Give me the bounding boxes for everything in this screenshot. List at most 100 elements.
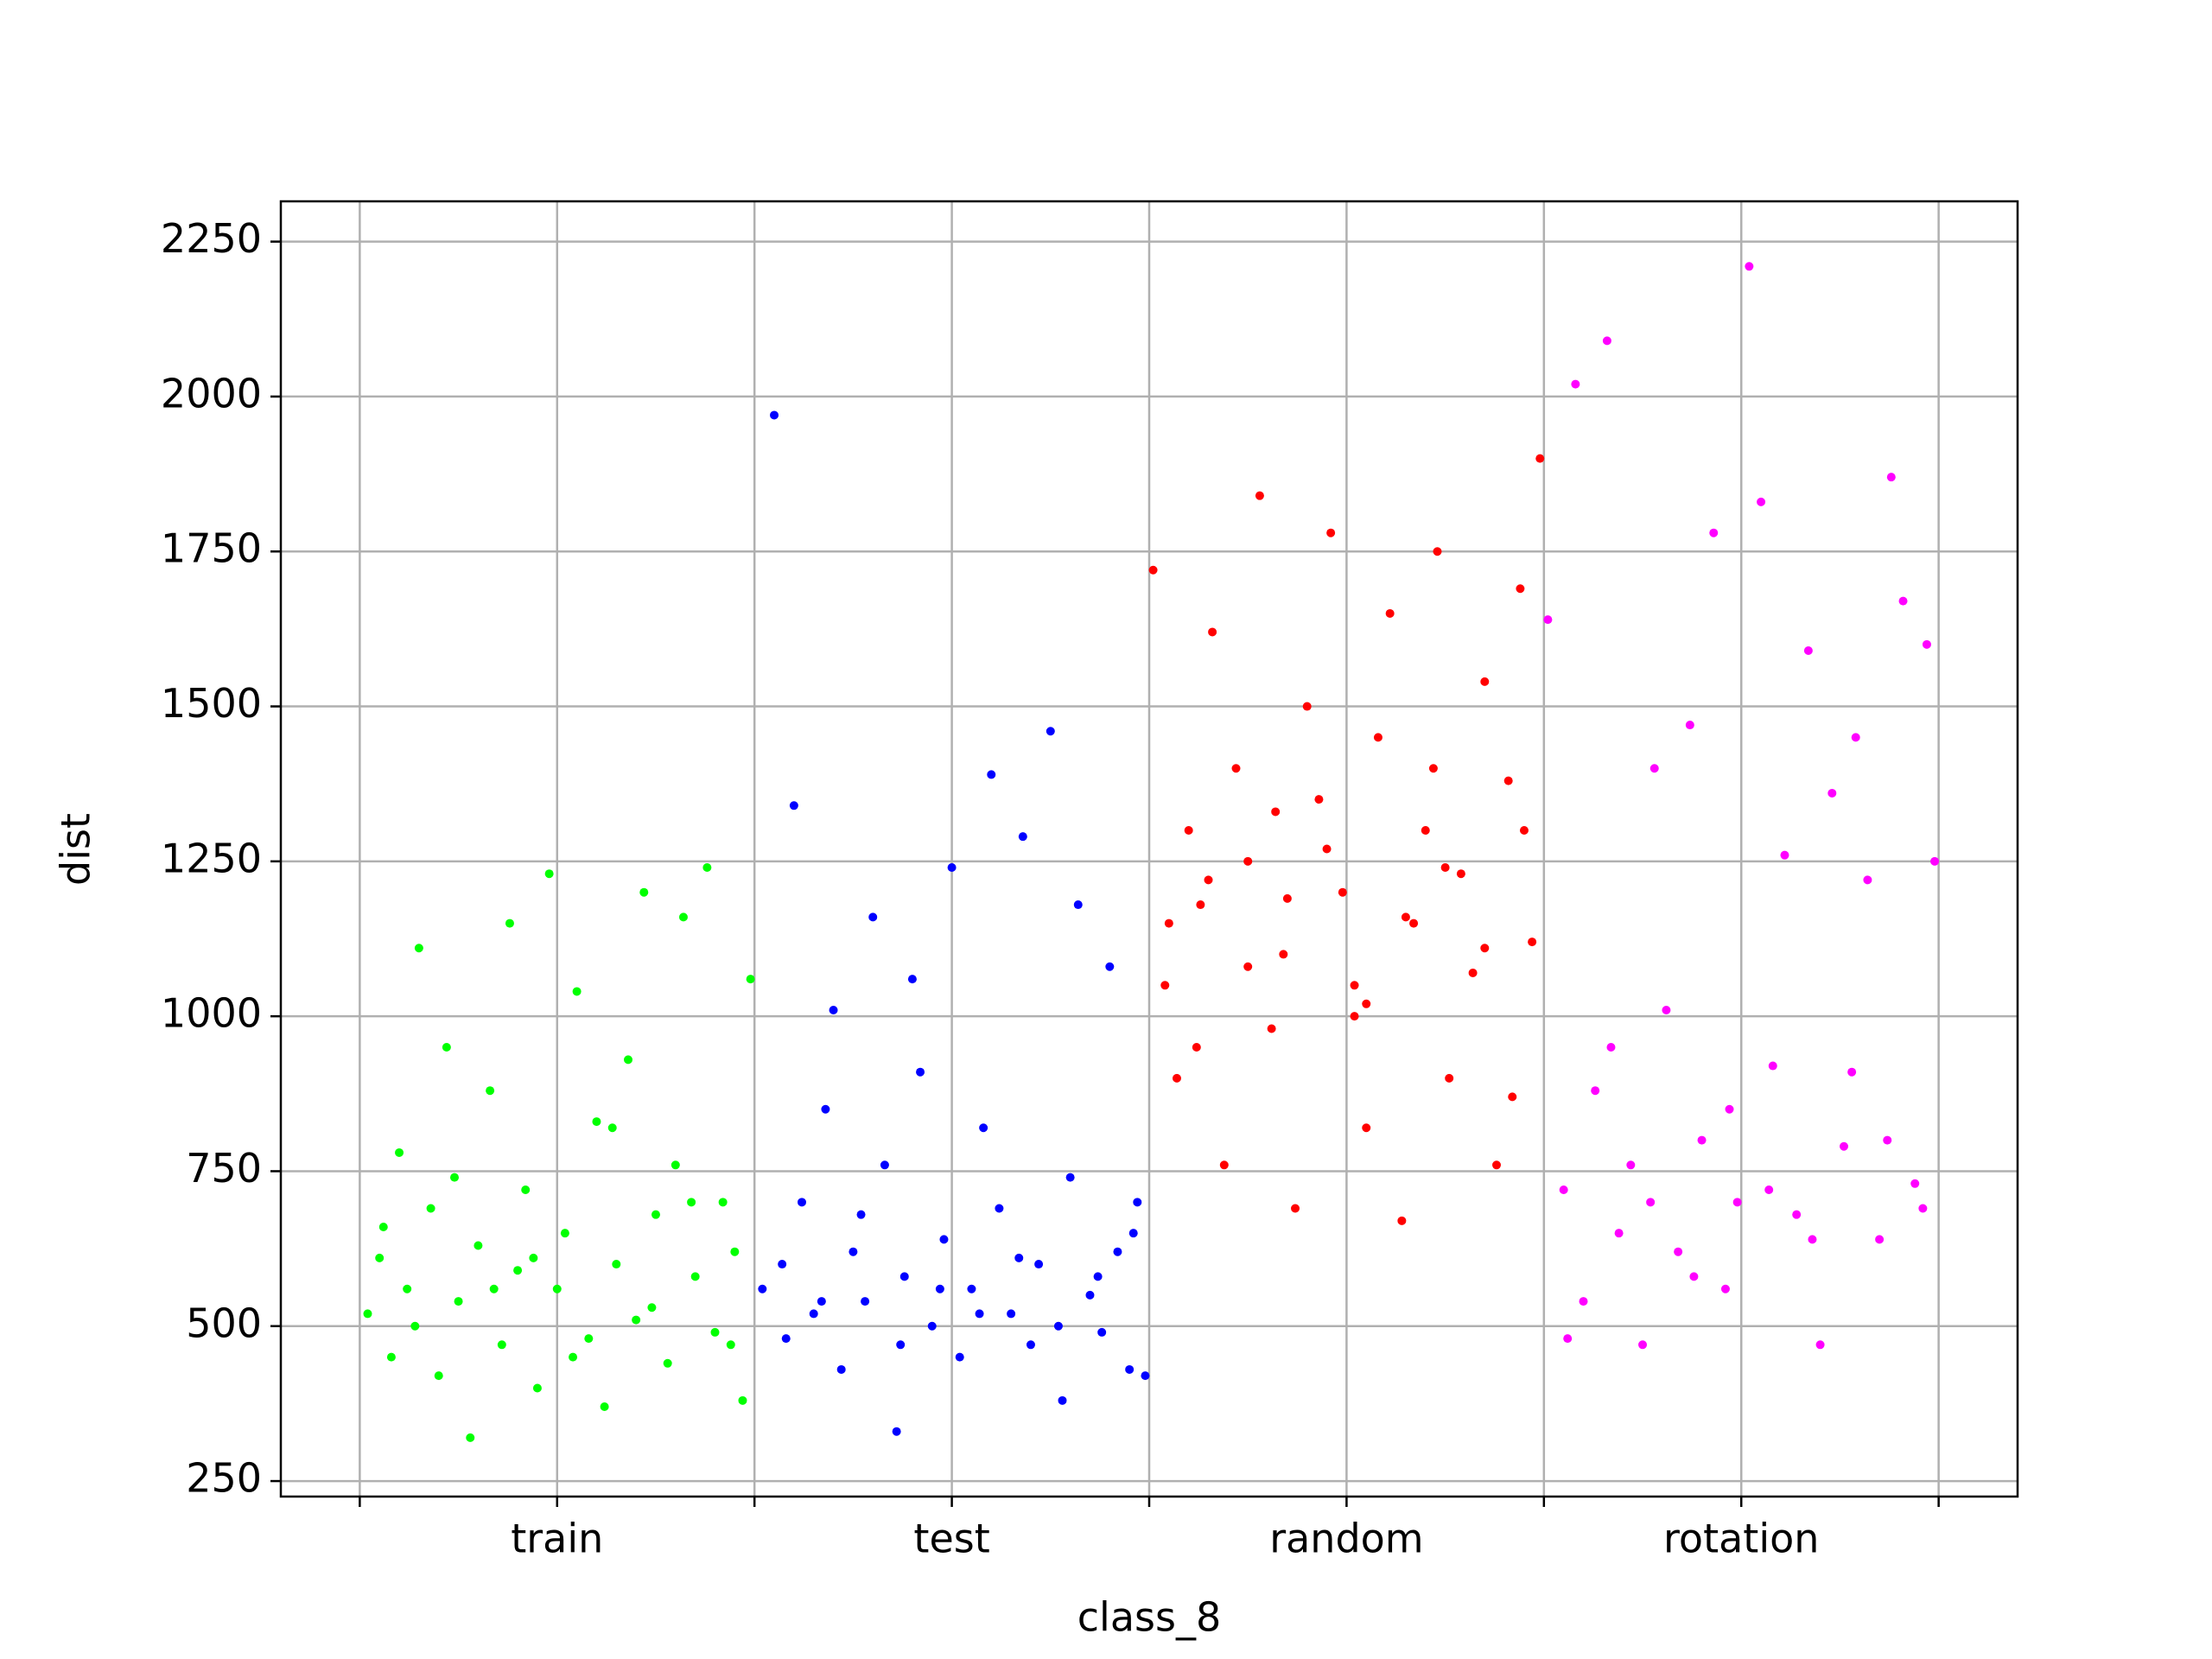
point <box>607 1123 617 1133</box>
point <box>1764 1185 1774 1194</box>
point <box>1757 497 1766 506</box>
point <box>450 1173 459 1182</box>
point <box>758 1284 767 1294</box>
point <box>624 1055 632 1065</box>
point <box>1480 944 1490 953</box>
point <box>1093 1272 1103 1281</box>
point <box>1606 1043 1616 1052</box>
x-tick-label: train <box>511 1516 603 1562</box>
point <box>1626 1160 1636 1170</box>
point <box>1204 875 1213 885</box>
point <box>1720 1284 1730 1294</box>
point <box>718 1198 728 1207</box>
point <box>1662 1005 1671 1014</box>
point <box>1338 887 1347 897</box>
y-tick-label: 1500 <box>161 680 262 727</box>
point <box>702 863 712 873</box>
y-tick-label: 1000 <box>161 990 262 1037</box>
point <box>671 1160 680 1170</box>
point <box>935 1284 944 1294</box>
point <box>967 1284 976 1294</box>
point <box>1689 1272 1699 1281</box>
ticks: 250 500 750 1000 1250 1500 1750 2000 2250 train te… <box>161 215 1940 1562</box>
point <box>1279 950 1288 959</box>
point <box>1291 1204 1300 1213</box>
point <box>1847 1067 1857 1077</box>
point <box>1827 788 1837 798</box>
point <box>1508 1092 1517 1102</box>
point <box>1385 608 1395 618</box>
point <box>678 912 688 922</box>
point <box>1014 1253 1024 1262</box>
point <box>1840 1141 1848 1151</box>
point <box>979 1123 988 1133</box>
point <box>569 1352 578 1362</box>
point <box>1456 869 1465 879</box>
point <box>1314 795 1324 804</box>
point <box>1401 912 1410 922</box>
point <box>505 918 514 928</box>
point <box>1160 981 1170 990</box>
point <box>829 1005 838 1014</box>
point <box>414 944 423 953</box>
x-axis-label: class_8 <box>1077 1594 1221 1641</box>
point <box>1883 1135 1892 1145</box>
point <box>1646 1198 1656 1207</box>
point <box>1097 1327 1107 1337</box>
point <box>1559 1185 1568 1194</box>
point <box>1468 968 1478 977</box>
point <box>1362 1123 1371 1133</box>
point <box>1133 1198 1142 1207</box>
point <box>1046 727 1055 736</box>
point <box>1397 1216 1407 1225</box>
point <box>817 1297 826 1306</box>
point <box>1516 584 1525 594</box>
point <box>687 1198 696 1207</box>
point <box>1085 1290 1095 1300</box>
point <box>572 987 582 996</box>
point <box>861 1297 870 1306</box>
point <box>1018 832 1027 842</box>
point <box>1614 1229 1624 1238</box>
point <box>1792 1210 1802 1219</box>
point <box>1579 1297 1588 1306</box>
point <box>560 1229 569 1238</box>
point <box>1302 702 1312 711</box>
point <box>1255 491 1264 500</box>
y-tick-label: 2250 <box>161 215 262 262</box>
point <box>1128 1229 1138 1238</box>
point <box>1073 900 1083 910</box>
point <box>386 1352 396 1362</box>
point <box>1815 1340 1825 1350</box>
point <box>896 1340 906 1350</box>
point <box>1164 918 1173 928</box>
point <box>395 1147 404 1157</box>
point <box>1243 962 1253 971</box>
point <box>1184 825 1193 835</box>
point <box>466 1433 475 1442</box>
point <box>375 1253 385 1262</box>
point <box>856 1210 866 1219</box>
point <box>1125 1364 1135 1374</box>
point <box>442 1043 451 1052</box>
point <box>1803 645 1813 655</box>
point <box>592 1117 601 1127</box>
point <box>1113 1247 1122 1256</box>
point <box>738 1395 747 1405</box>
point <box>1433 547 1442 556</box>
point <box>1231 764 1241 773</box>
point <box>726 1340 735 1350</box>
x-tick-label: test <box>913 1516 989 1562</box>
point <box>778 1260 787 1269</box>
point <box>1875 1235 1885 1244</box>
point <box>1105 962 1115 971</box>
point <box>798 1198 806 1207</box>
point <box>916 1067 925 1077</box>
point <box>489 1284 499 1294</box>
point <box>1480 677 1490 686</box>
point <box>781 1334 791 1344</box>
point <box>1732 1198 1742 1207</box>
x-tick-label: random <box>1269 1516 1423 1562</box>
